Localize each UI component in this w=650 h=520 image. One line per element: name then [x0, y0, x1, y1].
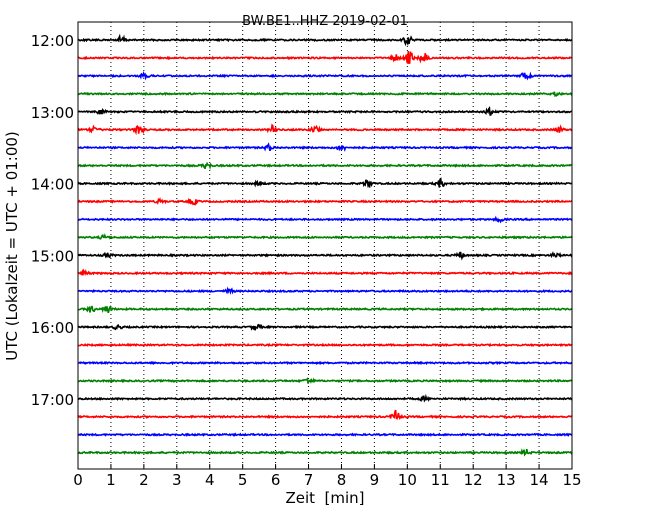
trace-1700: [77, 393, 572, 403]
trace-1400: [77, 177, 573, 188]
y-axis-label: UTC (Lokalzeit = UTC + 01:00): [3, 131, 21, 361]
x-axis-label: Zeit [min]: [285, 489, 364, 507]
x-tick-label: 8: [337, 471, 347, 489]
trace-1245: [77, 91, 573, 98]
trace-1630: [77, 360, 573, 366]
x-tick-label: 2: [139, 471, 149, 489]
trace-1545: [78, 305, 573, 314]
trace-group: [77, 33, 573, 457]
grid-lines: [110, 22, 540, 469]
x-tick-label: 1: [106, 471, 116, 489]
y-tick-label: 12:00: [31, 32, 74, 50]
trace-1230: [77, 70, 573, 81]
y-axis: 12:00 13:00 14:00 15:00 16:00 17:00: [31, 32, 83, 409]
trace-1315: [77, 123, 573, 136]
y-tick-label: 15:00: [31, 247, 74, 265]
x-tick-label: 12: [464, 471, 483, 489]
y-tick-label: 17:00: [31, 391, 74, 409]
x-tick-label: 0: [73, 471, 83, 489]
trace-1500: [77, 251, 573, 261]
x-tick-label: 9: [370, 471, 380, 489]
x-tick-label: 4: [205, 471, 215, 489]
x-tick-label: 11: [431, 471, 450, 489]
trace-1715: [77, 409, 573, 421]
trace-1645: [77, 377, 573, 384]
trace-1300: [77, 106, 573, 116]
trace-1415: [77, 196, 573, 206]
x-tick-label: 3: [172, 471, 182, 489]
x-tick-label: 10: [398, 471, 417, 489]
y-tick-label: 13:00: [31, 104, 74, 122]
trace-1730: [77, 432, 573, 437]
trace-1600: [77, 323, 573, 331]
x-axis: 0 1 2 3 4 5 6 7 8 9 10 11 12 13 14 15: [73, 464, 582, 489]
trace-1330: [77, 142, 573, 152]
plot-frame: [77, 21, 573, 470]
x-tick-label: 13: [497, 471, 516, 489]
trace-1430: [77, 215, 573, 224]
trace-1745: [77, 448, 573, 457]
y-tick-label: 14:00: [31, 176, 74, 194]
x-tick-label: 6: [271, 471, 281, 489]
x-tick-label: 15: [562, 471, 581, 489]
trace-1215: [77, 51, 573, 65]
y-tick-label: 16:00: [31, 319, 74, 337]
x-tick-label: 5: [238, 471, 248, 489]
trace-1200: [77, 33, 573, 47]
trace-1615: [78, 342, 573, 348]
x-tick-label: 7: [304, 471, 314, 489]
trace-1530: [77, 286, 573, 296]
trace-1445: [77, 233, 573, 240]
trace-1515: [77, 268, 573, 277]
x-tick-label: 14: [530, 471, 549, 489]
trace-1345: [77, 161, 573, 171]
